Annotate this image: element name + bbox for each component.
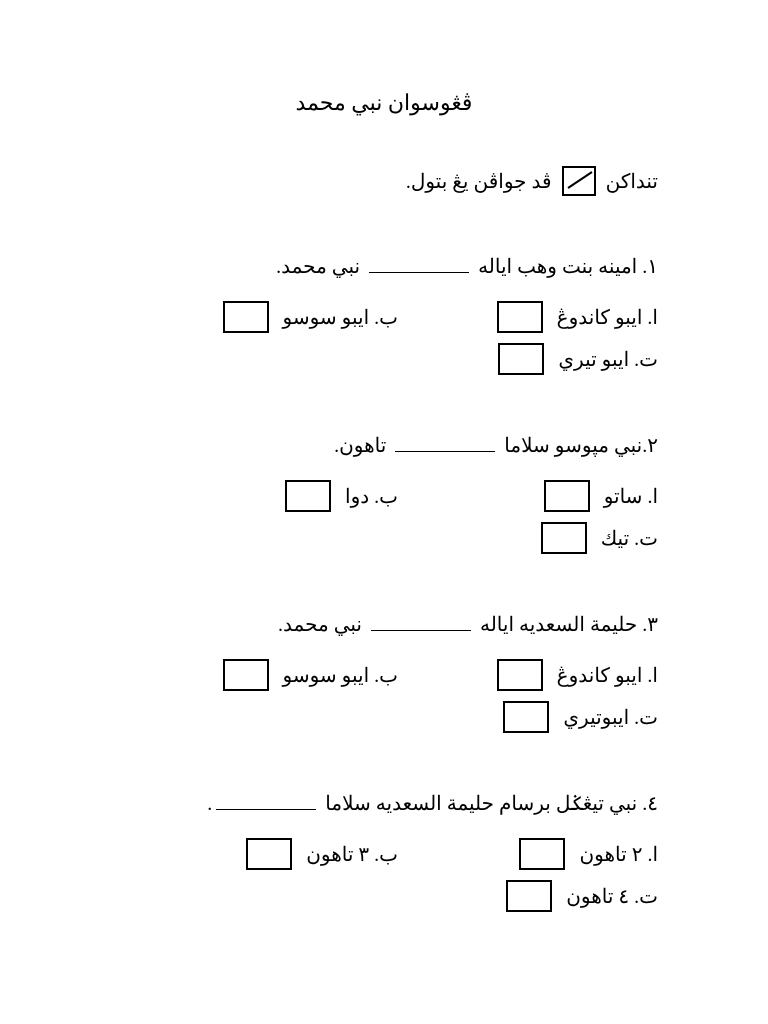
question-before: .نبي مڽوسو سلاما [499, 435, 647, 457]
option-a-label: ا. ساتو [604, 484, 658, 509]
question-number: ٤ [647, 793, 658, 815]
options-row-1: ا. ساتو ب. دوا [110, 480, 658, 512]
option-a-label: ا. ايبو كاندوڠ [557, 663, 658, 688]
options-row-2: ت. ايبو تيري [110, 343, 658, 375]
checkbox[interactable] [498, 343, 544, 375]
option-a: ا. ساتو [458, 480, 658, 512]
question-number: ٣ [647, 614, 658, 636]
question-after: نبي محمد. [278, 614, 367, 636]
option-b-label: ب. ايبو سوسو [283, 305, 399, 330]
question-number: ٢ [647, 435, 658, 457]
instruction-before: تنداكن [606, 169, 658, 194]
option-c: ت. ٤ تاهون [458, 880, 658, 912]
option-c-label: ت. تيك [601, 526, 658, 551]
blank-line [216, 809, 316, 810]
checkbox[interactable] [541, 522, 587, 554]
question-after: تاهون. [334, 435, 391, 457]
option-b-label: ب. ايبو سوسو [283, 663, 399, 688]
options-row-2: ت. تيك [110, 522, 658, 554]
options-row-2: ت. ٤ تاهون [110, 880, 658, 912]
checkbox[interactable] [506, 880, 552, 912]
options-row-2: ت. ايبوتيري [110, 701, 658, 733]
options-row-1: ا. ٢ تاهون ب. ٣ تاهون [110, 838, 658, 870]
checkbox[interactable] [497, 301, 543, 333]
blank-line [371, 630, 471, 631]
option-b: ب. ايبو سوسو [198, 301, 398, 333]
blank-line [369, 272, 469, 273]
checkbox[interactable] [519, 838, 565, 870]
question-text: ١. امينه بنت وهب اياله نبي محمد. [110, 251, 658, 283]
option-b: ب. دوا [198, 480, 398, 512]
question-1: ١. امينه بنت وهب اياله نبي محمد. ا. ايبو… [110, 251, 658, 375]
checkbox[interactable] [223, 301, 269, 333]
option-c: ت. تيك [458, 522, 658, 554]
checkbox[interactable] [223, 659, 269, 691]
check-icon [562, 166, 596, 196]
question-text: ٣. حليمة السعديه اياله نبي محمد. [110, 609, 658, 641]
question-before: . امينه بنت وهب اياله [473, 256, 647, 278]
instruction-after: ڤد جواڤن يڠ بتول. [406, 169, 552, 194]
option-a: ا. ٢ تاهون [458, 838, 658, 870]
option-a-label: ا. ٢ تاهون [579, 842, 658, 867]
question-before: . نبي تيڠݢل برسام حليمة السعديه سلاما [320, 793, 647, 815]
option-b: ب. ايبو سوسو [198, 659, 398, 691]
option-a: ا. ايبو كاندوڠ [458, 659, 658, 691]
checkbox[interactable] [503, 701, 549, 733]
question-number: ١ [647, 256, 658, 278]
instruction-line: تنداكن ڤد جواڤن يڠ بتول. [110, 166, 658, 196]
option-c: ت. ايبو تيري [458, 343, 658, 375]
question-after: . [207, 793, 212, 815]
checkbox[interactable] [246, 838, 292, 870]
option-c-label: ت. ٤ تاهون [566, 884, 658, 909]
option-b-label: ب. دوا [345, 484, 398, 509]
question-4: ٤. نبي تيڠݢل برسام حليمة السعديه سلاما .… [110, 788, 658, 912]
option-c-label: ت. ايبوتيري [563, 705, 658, 730]
option-a: ا. ايبو كاندوڠ [458, 301, 658, 333]
question-after: نبي محمد. [276, 256, 365, 278]
option-c: ت. ايبوتيري [458, 701, 658, 733]
option-b-label: ب. ٣ تاهون [306, 842, 398, 867]
checkbox[interactable] [497, 659, 543, 691]
question-text: ٤. نبي تيڠݢل برسام حليمة السعديه سلاما . [110, 788, 658, 820]
question-before: . حليمة السعديه اياله [475, 614, 647, 636]
checkbox[interactable] [285, 480, 331, 512]
blank-line [395, 451, 495, 452]
worksheet-page: ڤڠوسوان نبي محمد تنداكن ڤد جواڤن يڠ بتول… [0, 0, 768, 1007]
checkbox[interactable] [544, 480, 590, 512]
question-text: ٢.نبي مڽوسو سلاما تاهون. [110, 430, 658, 462]
question-3: ٣. حليمة السعديه اياله نبي محمد. ا. ايبو… [110, 609, 658, 733]
options-row-1: ا. ايبو كاندوڠ ب. ايبو سوسو [110, 301, 658, 333]
page-title: ڤڠوسوان نبي محمد [110, 90, 658, 116]
options-row-1: ا. ايبو كاندوڠ ب. ايبو سوسو [110, 659, 658, 691]
option-b: ب. ٣ تاهون [198, 838, 398, 870]
option-a-label: ا. ايبو كاندوڠ [557, 305, 658, 330]
option-c-label: ت. ايبو تيري [558, 347, 658, 372]
question-2: ٢.نبي مڽوسو سلاما تاهون. ا. ساتو ب. دوا … [110, 430, 658, 554]
